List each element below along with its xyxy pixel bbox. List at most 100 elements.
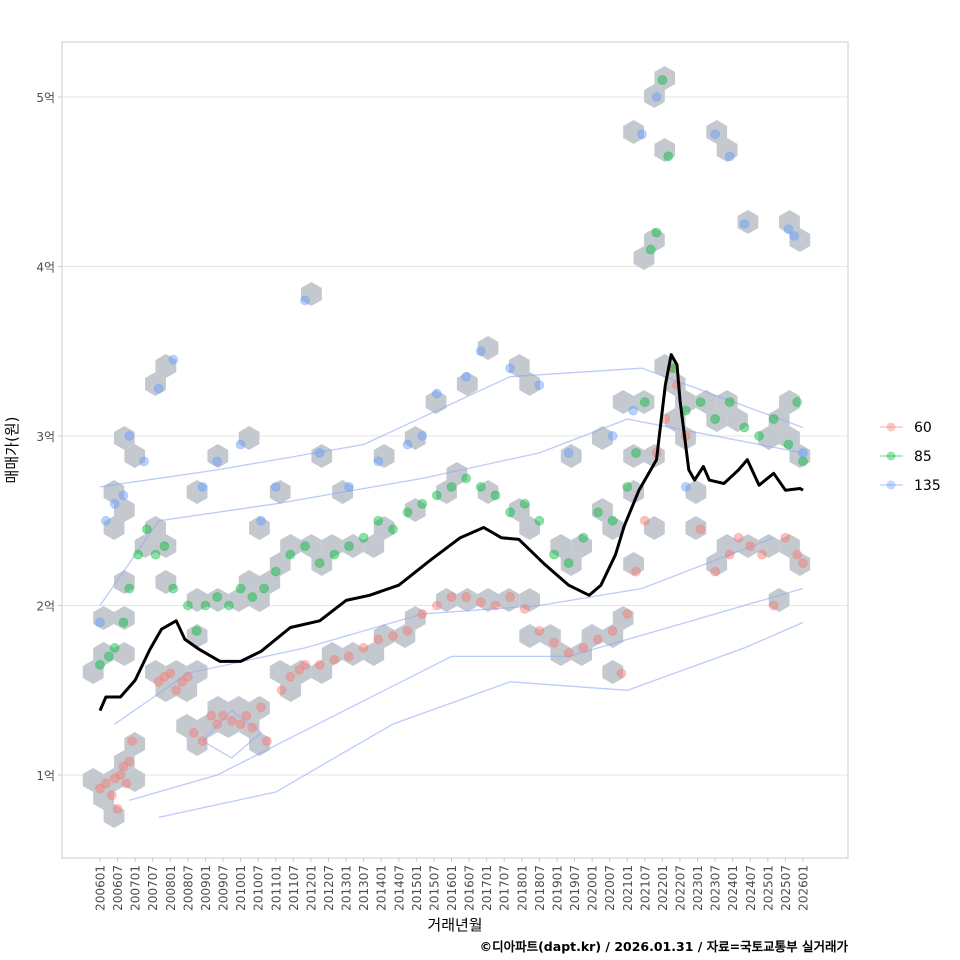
point-85 <box>622 481 633 492</box>
point-135 <box>343 481 354 492</box>
point-135 <box>373 456 384 467</box>
y-tick-label: 3억 <box>36 430 55 444</box>
point-60 <box>314 659 325 670</box>
point-85 <box>314 558 325 569</box>
point-85 <box>563 558 574 569</box>
legend-marker-60 <box>886 422 896 432</box>
legend-label-135: 135 <box>914 478 941 494</box>
hexbin <box>394 624 416 648</box>
point-60 <box>197 736 208 747</box>
hexbin <box>540 624 561 648</box>
x-tick-label: 202307 <box>709 865 723 911</box>
hexbin <box>779 426 800 450</box>
x-tick-label: 200601 <box>94 865 108 911</box>
point-60 <box>118 761 129 772</box>
hexbin <box>456 372 478 396</box>
hexbin <box>363 534 385 558</box>
point-60 <box>261 736 272 747</box>
point-85 <box>343 541 354 552</box>
point-135 <box>739 219 750 230</box>
point-85 <box>417 498 428 509</box>
x-tick-label: 201001 <box>234 865 248 911</box>
hexbin <box>228 696 250 720</box>
density-contour <box>114 537 774 725</box>
point-60 <box>300 659 311 670</box>
point-135 <box>314 447 325 458</box>
point-85 <box>431 490 442 501</box>
hexbin <box>436 588 457 612</box>
point-60 <box>109 773 120 784</box>
point-85 <box>182 600 193 611</box>
hexbin <box>186 732 208 756</box>
point-85 <box>285 549 296 560</box>
x-tick-label: 201601 <box>445 865 459 911</box>
hexbin <box>633 246 655 270</box>
hexbin <box>373 444 395 468</box>
hexbin <box>145 372 166 396</box>
x-tick-label: 202001 <box>586 865 600 911</box>
x-tick-label: 202201 <box>656 865 670 911</box>
density-contour <box>99 418 804 606</box>
point-85 <box>663 151 674 162</box>
hexbin <box>436 480 457 504</box>
point-60 <box>235 719 246 730</box>
point-60 <box>387 631 398 642</box>
point-135 <box>783 224 794 235</box>
hexbin <box>623 120 644 144</box>
hexbin <box>716 534 738 558</box>
point-60 <box>358 642 369 653</box>
point-60 <box>343 651 354 662</box>
point-85 <box>783 439 794 450</box>
hexbin <box>581 624 603 648</box>
point-85 <box>373 515 384 526</box>
point-60 <box>592 634 603 645</box>
point-60 <box>153 676 164 687</box>
point-85 <box>150 549 161 560</box>
x-tick-label: 201107 <box>287 865 301 911</box>
point-85 <box>235 583 246 594</box>
hexbin <box>644 84 665 108</box>
x-tick-label: 200801 <box>164 865 178 911</box>
point-85 <box>300 541 311 552</box>
point-60 <box>226 715 237 726</box>
x-tick-label: 201807 <box>533 865 547 911</box>
hexbin <box>124 768 146 792</box>
hexbin <box>602 660 624 684</box>
point-85 <box>592 507 603 518</box>
x-tick-label: 202601 <box>797 865 811 911</box>
legend: 60 85 135 <box>880 420 941 494</box>
hexbin <box>685 516 707 540</box>
hexbin <box>197 714 218 738</box>
point-85 <box>768 414 779 425</box>
point-60 <box>373 634 384 645</box>
hexbin <box>93 606 114 630</box>
point-85 <box>695 397 706 408</box>
x-tick-label: 202401 <box>726 865 740 911</box>
x-tick-label: 202107 <box>638 865 652 911</box>
x-axis-title: 거래년월 <box>427 916 482 934</box>
hexbin <box>134 534 156 558</box>
hexbin <box>249 588 270 612</box>
hexbin <box>789 444 811 468</box>
x-tick-label: 201101 <box>269 865 283 911</box>
hexbin <box>519 372 540 396</box>
hexbin <box>706 408 728 432</box>
hexbin <box>623 480 644 504</box>
point-85 <box>124 583 135 594</box>
hexbin <box>228 588 250 612</box>
hexbin <box>446 462 468 486</box>
y-tick-label: 2억 <box>36 600 55 614</box>
point-85 <box>639 397 650 408</box>
hexbin <box>633 390 655 414</box>
hexbin <box>519 624 540 648</box>
hexbin <box>249 696 270 720</box>
hexbin <box>623 444 644 468</box>
point-60 <box>780 532 791 543</box>
point-135 <box>636 129 647 140</box>
point-60 <box>695 524 706 535</box>
hexbin <box>508 354 530 378</box>
x-tick-label: 201901 <box>551 865 565 911</box>
point-135 <box>124 431 135 441</box>
caption: ©디아파트(dapt.kr) / 2026.01.31 / 자료=국토교통부 실… <box>480 939 849 954</box>
point-85 <box>270 566 281 577</box>
